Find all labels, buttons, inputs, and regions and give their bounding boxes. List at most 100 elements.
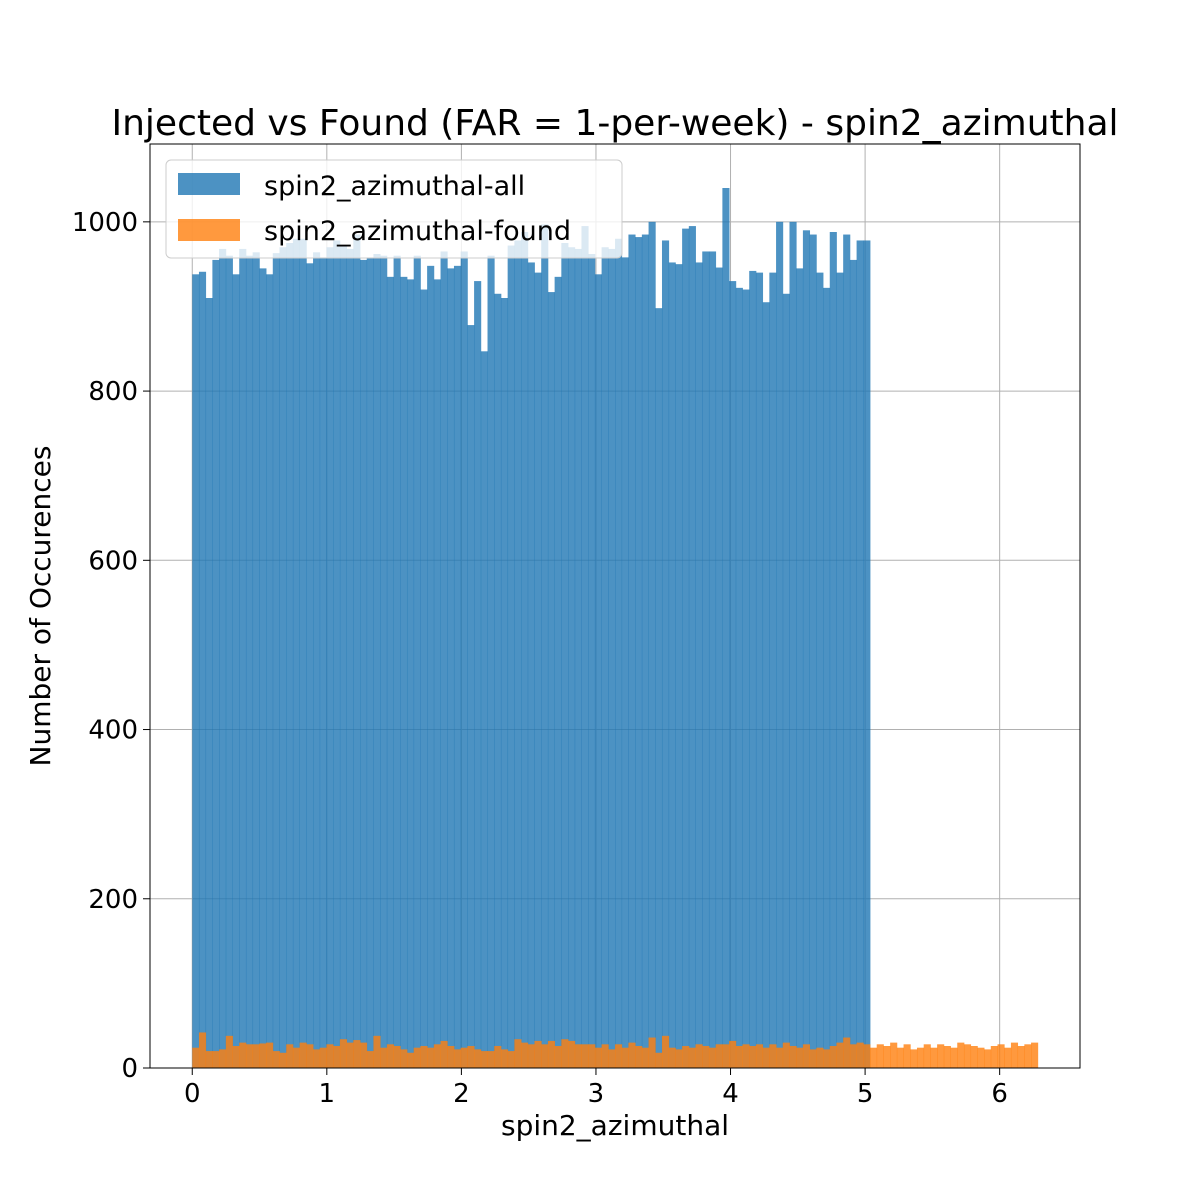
bar-found — [735, 1046, 743, 1068]
bar-found — [346, 1042, 354, 1068]
legend-swatch-found — [178, 219, 240, 241]
bar-all — [279, 247, 287, 1068]
bar-found — [836, 1042, 844, 1068]
bar-found — [205, 1051, 213, 1068]
bar-all — [440, 251, 448, 1068]
bar-all — [406, 279, 415, 1068]
bar-all — [796, 268, 804, 1068]
bar-all — [675, 264, 683, 1069]
y-tick-label: 1000 — [72, 208, 138, 238]
bar-found — [601, 1044, 609, 1068]
bar-found — [514, 1039, 522, 1068]
bar-found — [675, 1049, 683, 1068]
bar-found — [366, 1051, 374, 1068]
bar-all — [487, 255, 495, 1068]
bar-all — [668, 262, 676, 1068]
bar-found — [708, 1047, 717, 1068]
bar-found — [279, 1052, 287, 1068]
bar-all — [749, 270, 757, 1068]
x-tick-label: 6 — [991, 1079, 1008, 1109]
bar-found — [970, 1046, 978, 1068]
bar-found — [702, 1046, 710, 1068]
bar-found — [534, 1040, 542, 1068]
bar-found — [420, 1046, 428, 1068]
bar-found — [722, 1044, 730, 1068]
bar-all — [219, 248, 227, 1068]
bar-all — [742, 289, 750, 1068]
bar-all — [635, 237, 643, 1069]
bar-found — [521, 1042, 529, 1068]
bar-found — [353, 1040, 361, 1068]
bar-all — [547, 292, 556, 1069]
bar-found — [742, 1044, 750, 1068]
bar-found — [1024, 1044, 1032, 1068]
bar-all — [474, 281, 482, 1069]
x-axis-label: spin2_azimuthal — [501, 1109, 729, 1142]
x-tick-label: 5 — [857, 1079, 874, 1109]
bar-all — [594, 274, 602, 1068]
bar-all — [420, 289, 428, 1068]
bar-all — [695, 262, 703, 1068]
bar-found — [272, 1051, 280, 1068]
bar-found — [547, 1040, 556, 1068]
bar-found — [963, 1044, 972, 1068]
bar-all — [494, 293, 502, 1068]
bar-found — [440, 1040, 448, 1068]
bar-all — [641, 234, 649, 1069]
y-tick-label: 400 — [88, 716, 138, 746]
bar-found — [574, 1044, 582, 1068]
legend-label-found: spin2_azimuthal-found — [264, 216, 571, 247]
bar-all — [272, 253, 280, 1069]
bar-all — [648, 221, 656, 1068]
bar-found — [554, 1046, 562, 1068]
bar-all — [313, 252, 321, 1069]
bar-all — [863, 240, 871, 1068]
bar-found — [1010, 1042, 1019, 1068]
bar-found — [903, 1044, 911, 1068]
bar-all — [339, 245, 347, 1069]
bar-all — [554, 276, 562, 1068]
bar-found — [252, 1044, 260, 1068]
bar-found — [225, 1035, 233, 1068]
bar-found — [447, 1046, 455, 1068]
bar-all — [568, 247, 576, 1068]
bar-found — [467, 1046, 475, 1068]
bar-found — [453, 1049, 462, 1068]
bar-all — [239, 248, 247, 1068]
bar-all — [366, 257, 374, 1068]
bar-found — [682, 1046, 690, 1068]
bar-found — [715, 1044, 723, 1068]
bar-found — [1017, 1046, 1025, 1068]
bar-all — [447, 268, 455, 1068]
bar-all — [380, 255, 388, 1068]
bar-found — [729, 1040, 737, 1068]
x-tick-label: 1 — [319, 1079, 336, 1109]
y-tick-label: 600 — [88, 546, 138, 576]
bar-found — [977, 1047, 985, 1068]
bar-found — [957, 1042, 965, 1068]
bar-all — [353, 234, 361, 1069]
bar-all — [386, 276, 394, 1068]
bar-found — [568, 1040, 576, 1068]
bar-all — [769, 272, 777, 1069]
bar-found — [755, 1044, 764, 1068]
bar-all — [688, 226, 696, 1069]
bar-found — [266, 1042, 274, 1068]
bar-all — [373, 254, 381, 1068]
bar-found — [628, 1042, 636, 1068]
bar-all — [661, 240, 670, 1068]
bar-all — [682, 228, 690, 1069]
bar-all — [286, 243, 294, 1068]
bar-found — [608, 1049, 616, 1068]
bar-found — [923, 1044, 931, 1068]
x-tick-label: 2 — [453, 1079, 470, 1109]
bar-found — [655, 1052, 663, 1068]
bar-all — [427, 265, 435, 1068]
bar-all — [601, 247, 609, 1068]
bar-found — [870, 1047, 878, 1068]
bar-found — [782, 1042, 790, 1068]
bar-found — [245, 1044, 254, 1068]
bar-found — [594, 1047, 602, 1068]
bar-all — [735, 287, 743, 1068]
bar-found — [433, 1044, 441, 1068]
